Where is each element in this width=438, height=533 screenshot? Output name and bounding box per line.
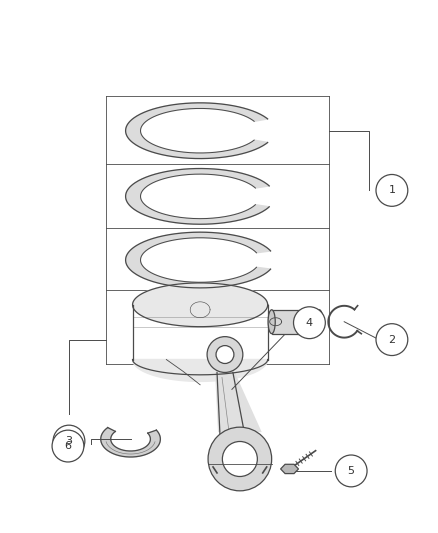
Text: 1: 1 [389, 185, 396, 196]
Polygon shape [272, 310, 319, 334]
Circle shape [376, 174, 408, 206]
Circle shape [207, 337, 243, 373]
Polygon shape [281, 464, 298, 474]
Text: 5: 5 [348, 466, 355, 476]
Text: 3: 3 [65, 436, 72, 446]
Text: 4: 4 [306, 318, 313, 328]
Circle shape [208, 427, 272, 491]
Polygon shape [215, 373, 262, 432]
Circle shape [223, 441, 258, 477]
Polygon shape [133, 283, 268, 327]
Polygon shape [126, 103, 268, 158]
Circle shape [53, 425, 85, 457]
Polygon shape [126, 232, 271, 288]
Text: 6: 6 [64, 441, 71, 451]
Circle shape [335, 455, 367, 487]
Polygon shape [101, 427, 160, 457]
Ellipse shape [316, 310, 323, 334]
Polygon shape [126, 168, 269, 224]
Circle shape [216, 345, 234, 364]
Circle shape [376, 324, 408, 356]
Circle shape [293, 307, 325, 338]
Text: 2: 2 [389, 335, 396, 345]
Polygon shape [133, 360, 268, 382]
Ellipse shape [268, 310, 275, 334]
Circle shape [52, 430, 84, 462]
